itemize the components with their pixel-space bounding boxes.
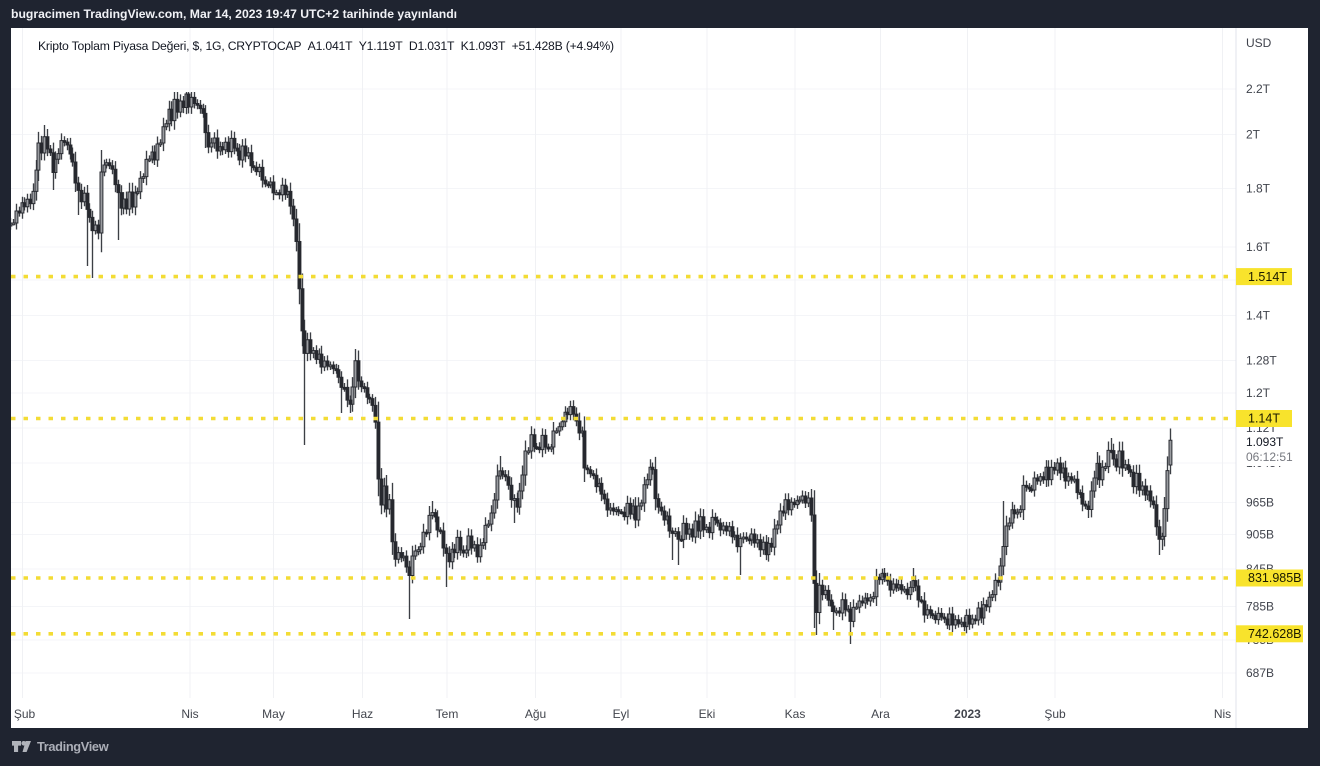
svg-text:Nis: Nis <box>181 707 198 721</box>
svg-text:Eki: Eki <box>699 707 716 721</box>
svg-text:742.628B: 742.628B <box>1248 627 1302 641</box>
svg-text:1.14T: 1.14T <box>1248 412 1280 426</box>
svg-text:Ara: Ara <box>871 707 890 721</box>
svg-text:Nis: Nis <box>1214 707 1231 721</box>
svg-text:1.28T: 1.28T <box>1246 354 1277 368</box>
svg-text:06:12:51: 06:12:51 <box>1246 450 1293 464</box>
svg-text:1.093T: 1.093T <box>1246 435 1284 449</box>
svg-text:Haz: Haz <box>352 707 373 721</box>
svg-text:Kas: Kas <box>785 707 806 721</box>
svg-text:785B: 785B <box>1246 600 1274 614</box>
svg-text:687B: 687B <box>1246 666 1274 680</box>
svg-text:1.2T: 1.2T <box>1246 386 1271 400</box>
svg-text:Tem: Tem <box>436 707 459 721</box>
svg-text:2T: 2T <box>1246 128 1261 142</box>
svg-text:1.514T: 1.514T <box>1248 270 1287 284</box>
svg-text:Ağu: Ağu <box>525 707 546 721</box>
svg-text:Eyl: Eyl <box>613 707 630 721</box>
svg-text:905B: 905B <box>1246 528 1274 542</box>
svg-text:2.2T: 2.2T <box>1246 82 1271 96</box>
svg-text:1.4T: 1.4T <box>1246 309 1271 323</box>
svg-text:May: May <box>262 707 285 721</box>
svg-text:Şub: Şub <box>14 707 36 721</box>
svg-text:1.8T: 1.8T <box>1246 182 1271 196</box>
svg-text:2023: 2023 <box>954 707 981 721</box>
svg-text:831.985B: 831.985B <box>1248 571 1302 585</box>
svg-text:965B: 965B <box>1246 496 1274 510</box>
svg-text:1.6T: 1.6T <box>1246 240 1271 254</box>
svg-text:Şub: Şub <box>1044 707 1066 721</box>
svg-text:USD: USD <box>1246 36 1272 50</box>
svg-text:Kripto Toplam Piyasa Değeri, $: Kripto Toplam Piyasa Değeri, $, 1G, CRYP… <box>38 39 614 53</box>
